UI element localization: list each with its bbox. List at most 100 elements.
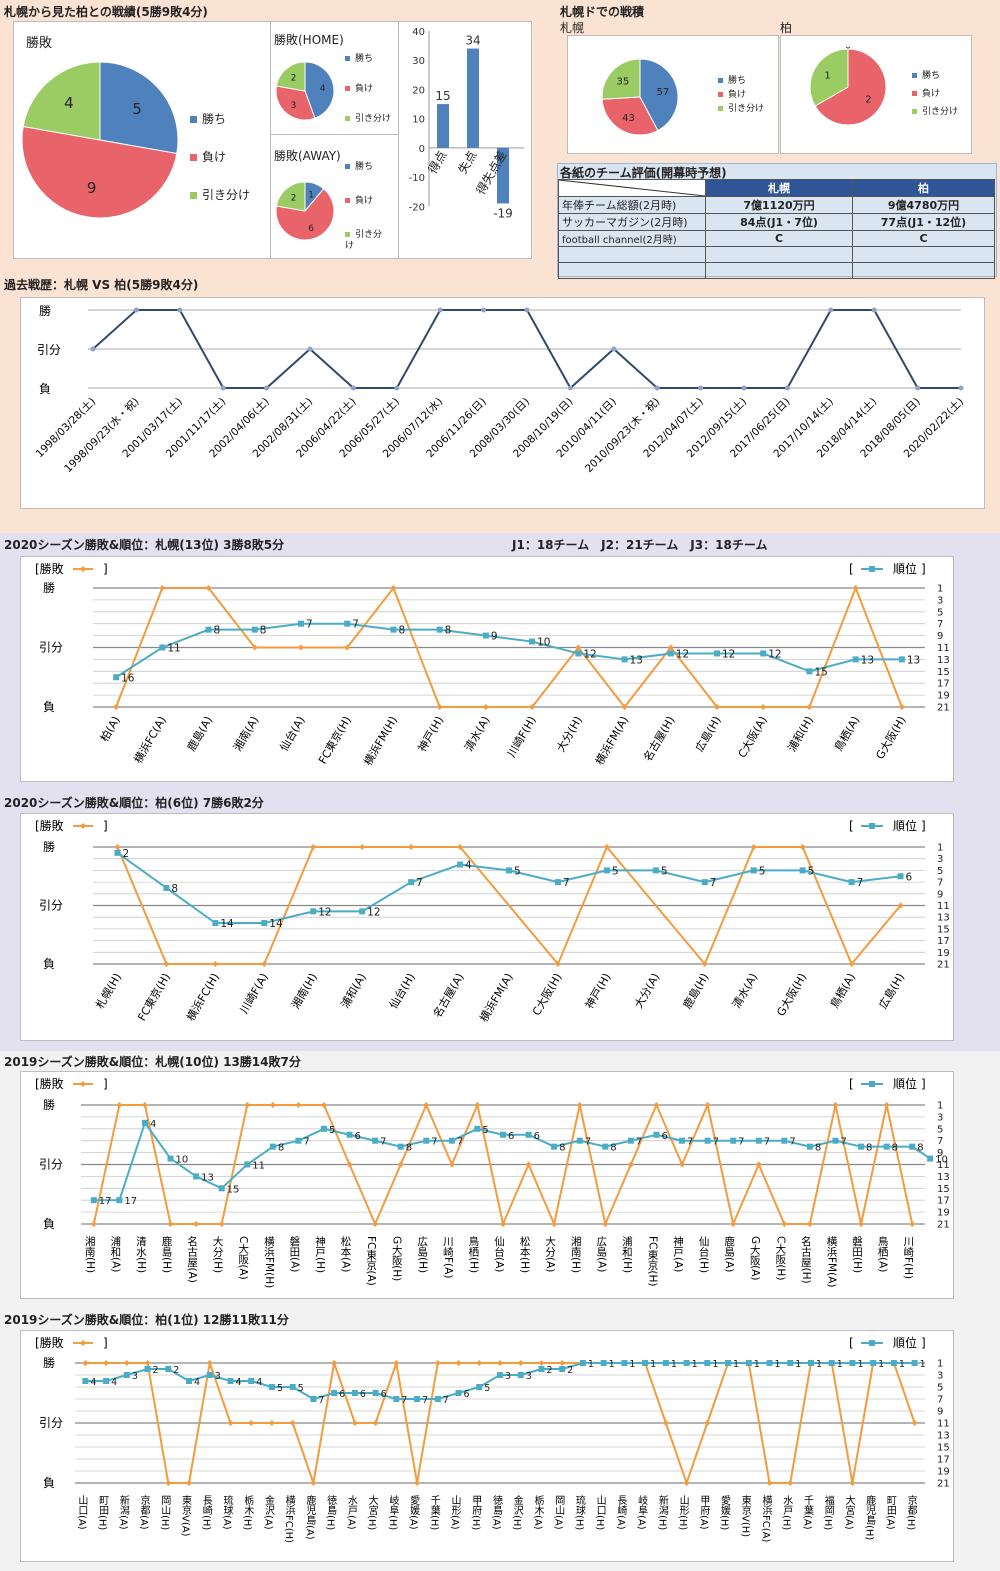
rank-tick: 15 xyxy=(937,1443,950,1454)
pie-value-label: 6 xyxy=(308,224,314,234)
pie-value-label: 1 xyxy=(308,190,314,200)
rank-point xyxy=(600,1360,607,1366)
rank-value-label: 15 xyxy=(814,666,827,678)
pie-away-legend: 勝ち 負け 引き分け xyxy=(345,162,383,251)
x-label: C大阪(H) xyxy=(774,1236,786,1280)
rank-point xyxy=(704,1360,711,1366)
rank-point xyxy=(506,867,512,874)
result-point xyxy=(482,704,489,710)
x-label: 鹿島(A) xyxy=(723,1235,735,1272)
x-label: FC東京(A) xyxy=(365,1236,377,1286)
hist-point xyxy=(307,346,313,352)
result-point xyxy=(898,704,905,710)
x-label: FC東京(H) xyxy=(134,971,173,1024)
x-label: 千葉(A) xyxy=(801,1495,813,1530)
rank-value-label: 1 xyxy=(837,1359,843,1370)
rank-tick: 11 xyxy=(937,1160,950,1171)
result-point xyxy=(244,1102,251,1108)
x-label: 大分(H) xyxy=(212,1235,224,1273)
wl-y-win: 勝 xyxy=(43,580,55,595)
rank-value-label: 7 xyxy=(636,1137,642,1148)
rank-value-label: 5 xyxy=(298,1383,304,1394)
rank-value-label: 10 xyxy=(176,1155,189,1166)
history-line-chart: 勝引分負1998/03/28(土)1998/09/23(水・祝)2001/03/… xyxy=(33,303,966,475)
result-point xyxy=(227,1420,234,1426)
rank-point xyxy=(898,656,905,663)
x-label: 東京V(A) xyxy=(180,1494,192,1537)
kashiwa-2020-panel xyxy=(20,813,954,1041)
bar-y-tick: -10 xyxy=(409,173,425,184)
x-label: 川崎F(A) xyxy=(237,971,271,1016)
rank-value-label: 1 xyxy=(588,1359,594,1370)
rank-tick: 3 xyxy=(937,854,943,865)
result-point xyxy=(799,844,806,850)
rank-point xyxy=(113,674,120,681)
rank-point xyxy=(212,920,219,927)
result-point xyxy=(662,1420,669,1426)
rank-value-label: 16 xyxy=(121,672,135,684)
rank-point xyxy=(848,879,855,886)
rank-tick: 13 xyxy=(937,655,950,666)
x-label: 千葉(H) xyxy=(428,1495,440,1531)
x-label: 仙台(H) xyxy=(386,971,418,1012)
rank-value-label: 7 xyxy=(840,1137,846,1148)
hist-point xyxy=(394,385,400,391)
rank-point xyxy=(123,1372,130,1378)
x-label: 鳥栖(H) xyxy=(467,1235,479,1273)
rank-value-label: 6 xyxy=(534,1131,540,1142)
rank-point xyxy=(393,1396,400,1402)
rank-tick: 9 xyxy=(937,1148,943,1159)
x-label: 京都(A) xyxy=(138,1494,150,1530)
x-label: 湘南(H) xyxy=(570,1235,582,1273)
rank-value-label: 14 xyxy=(269,918,283,930)
rank-point xyxy=(455,1390,462,1396)
eval-head-kashiwa: 柏 xyxy=(852,179,995,197)
rank-value-label: 5 xyxy=(329,1125,335,1136)
rank-point xyxy=(662,1360,669,1366)
rank-point xyxy=(730,1137,737,1144)
rank-point xyxy=(787,1360,794,1366)
rank-legend-close: ] xyxy=(921,1077,926,1091)
hist-y-draw: 引分 xyxy=(37,343,61,357)
eval-row: football channel(2月時) C C xyxy=(558,230,995,247)
pie-overall-legend: 勝ち 負け 引き分け xyxy=(190,110,250,224)
rank-tick: 11 xyxy=(937,643,950,654)
pie-slice-引き分け xyxy=(809,48,849,107)
rank-point xyxy=(652,867,659,874)
result-point xyxy=(897,902,904,909)
rank-value-label: 1 xyxy=(650,1359,656,1370)
result-point xyxy=(455,1360,462,1366)
rank-point xyxy=(807,1360,814,1366)
rank-tick: 9 xyxy=(937,1407,943,1418)
x-label: 横浜FM(H) xyxy=(361,714,400,768)
result-point xyxy=(372,1420,379,1426)
result-point xyxy=(525,1161,532,1168)
hist-point xyxy=(350,385,356,391)
rank-point xyxy=(227,1378,234,1384)
hist-y-win: 勝 xyxy=(39,303,51,318)
x-label: 神戸(H) xyxy=(415,714,447,755)
hist-point xyxy=(958,385,964,391)
rank-point xyxy=(781,1137,788,1144)
rank-value-label: 4 xyxy=(194,1377,200,1388)
rank-tick: 19 xyxy=(937,1208,950,1219)
eval-row: 年俸チーム総額(2月時) 7億1120万円 9億4780万円 xyxy=(558,196,995,214)
rank-point xyxy=(434,1396,441,1402)
x-label: 仙台(H) xyxy=(698,1235,710,1273)
x-label: 大分(A) xyxy=(544,1235,556,1272)
rank-value-label: 4 xyxy=(150,1119,156,1130)
rank-point xyxy=(883,1143,890,1150)
x-label: 甲府(H) xyxy=(470,1495,482,1530)
wl-y-win: 勝 xyxy=(43,839,55,854)
rank-tick: 5 xyxy=(937,866,943,877)
rank-point xyxy=(474,1125,481,1132)
x-label: G大阪(H) xyxy=(391,1236,403,1281)
result-point xyxy=(346,1161,353,1168)
result-point xyxy=(344,644,351,651)
pie-dome-kashiwa: 021 xyxy=(809,47,887,126)
x-label: 鹿島(H) xyxy=(161,1235,173,1273)
pie-slice-勝ち xyxy=(304,61,335,119)
pie-value-label: 4 xyxy=(320,84,326,94)
rank-tick: 19 xyxy=(937,1467,950,1478)
x-label: 町田(A) xyxy=(884,1495,896,1530)
